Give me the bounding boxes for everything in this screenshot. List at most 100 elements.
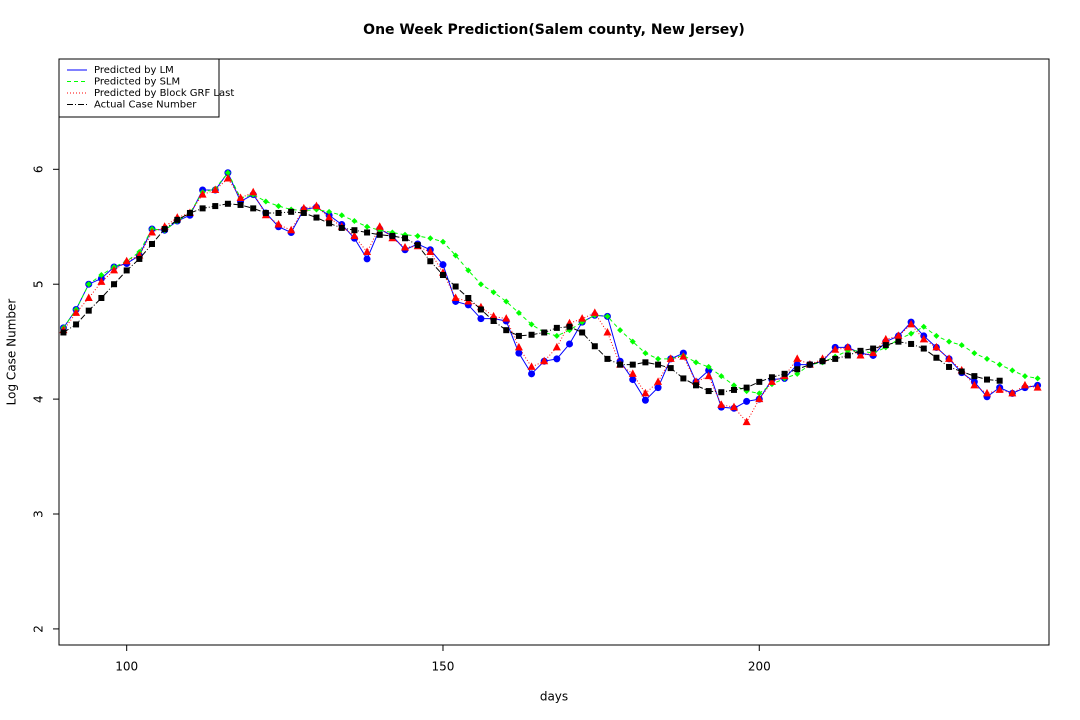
point <box>288 208 295 215</box>
point <box>831 345 840 353</box>
point <box>604 355 611 362</box>
point <box>465 267 472 274</box>
point <box>629 361 636 368</box>
point <box>300 209 307 216</box>
point <box>641 388 650 397</box>
point <box>642 359 649 366</box>
point <box>920 345 927 352</box>
point <box>452 252 459 259</box>
point <box>755 394 764 403</box>
point <box>313 214 320 221</box>
point <box>147 228 156 236</box>
point <box>236 193 245 202</box>
point <box>655 361 662 368</box>
point <box>819 358 826 365</box>
point <box>958 368 965 375</box>
point <box>515 309 522 316</box>
point <box>490 317 497 324</box>
point <box>98 272 105 279</box>
point <box>995 385 1004 393</box>
point <box>870 345 877 352</box>
point <box>718 389 725 396</box>
point <box>844 352 851 359</box>
point <box>933 354 940 361</box>
plot-frame <box>58 58 1050 646</box>
point <box>717 400 726 408</box>
point <box>843 342 852 351</box>
point <box>983 388 992 397</box>
point <box>350 231 359 239</box>
y-axis-label: Log Case Number <box>5 299 19 406</box>
point <box>224 200 231 207</box>
point <box>793 354 802 362</box>
y-tick-label: 6 <box>32 165 46 173</box>
chart-title: One Week Prediction(Salem county, New Je… <box>363 22 745 38</box>
point <box>553 332 560 339</box>
point <box>110 265 119 274</box>
point <box>174 216 181 223</box>
point <box>806 361 813 368</box>
x-axis-label: days <box>540 690 568 704</box>
point <box>730 386 737 393</box>
point <box>514 342 523 351</box>
point <box>389 232 396 239</box>
point <box>654 384 662 392</box>
point <box>552 342 561 351</box>
point <box>553 355 561 363</box>
point <box>528 331 535 338</box>
point <box>971 350 978 357</box>
point <box>971 373 978 380</box>
point <box>60 329 67 336</box>
point <box>515 349 523 357</box>
point <box>945 354 954 362</box>
point <box>275 203 282 210</box>
point <box>565 340 573 348</box>
point <box>490 289 497 296</box>
point <box>402 235 409 242</box>
y-tick-label: 3 <box>32 510 46 518</box>
x-tick-label: 100 <box>115 660 138 674</box>
point <box>655 355 662 362</box>
point <box>414 242 421 249</box>
point <box>122 256 131 265</box>
point <box>299 203 308 212</box>
point <box>591 343 598 350</box>
point <box>1021 373 1028 380</box>
point <box>528 370 536 378</box>
point <box>123 267 130 274</box>
series <box>60 200 1003 396</box>
point <box>439 272 446 279</box>
point <box>85 281 92 288</box>
point <box>756 378 763 385</box>
point <box>1034 375 1041 382</box>
point <box>477 306 484 313</box>
legend-label: Predicted by SLM <box>94 77 180 88</box>
point <box>1009 367 1016 374</box>
point <box>781 370 788 377</box>
series <box>60 169 1041 397</box>
point <box>743 384 750 391</box>
point <box>1020 380 1029 389</box>
legend-label: Predicted by Block GRF Last <box>94 88 234 99</box>
point <box>907 319 916 328</box>
point <box>262 198 269 205</box>
point <box>654 377 663 385</box>
point <box>72 308 81 316</box>
point <box>262 209 269 216</box>
point <box>211 185 220 193</box>
point <box>439 238 446 245</box>
y-tick-label: 2 <box>32 625 46 633</box>
point <box>452 283 459 290</box>
point <box>84 293 93 301</box>
point <box>629 338 636 345</box>
point <box>718 373 725 380</box>
point <box>1008 388 1017 397</box>
point <box>1033 383 1042 391</box>
point <box>73 321 80 328</box>
x-tick-label: 200 <box>748 660 771 674</box>
point <box>641 396 649 404</box>
point <box>161 226 168 233</box>
point <box>111 281 118 288</box>
point <box>908 340 915 347</box>
